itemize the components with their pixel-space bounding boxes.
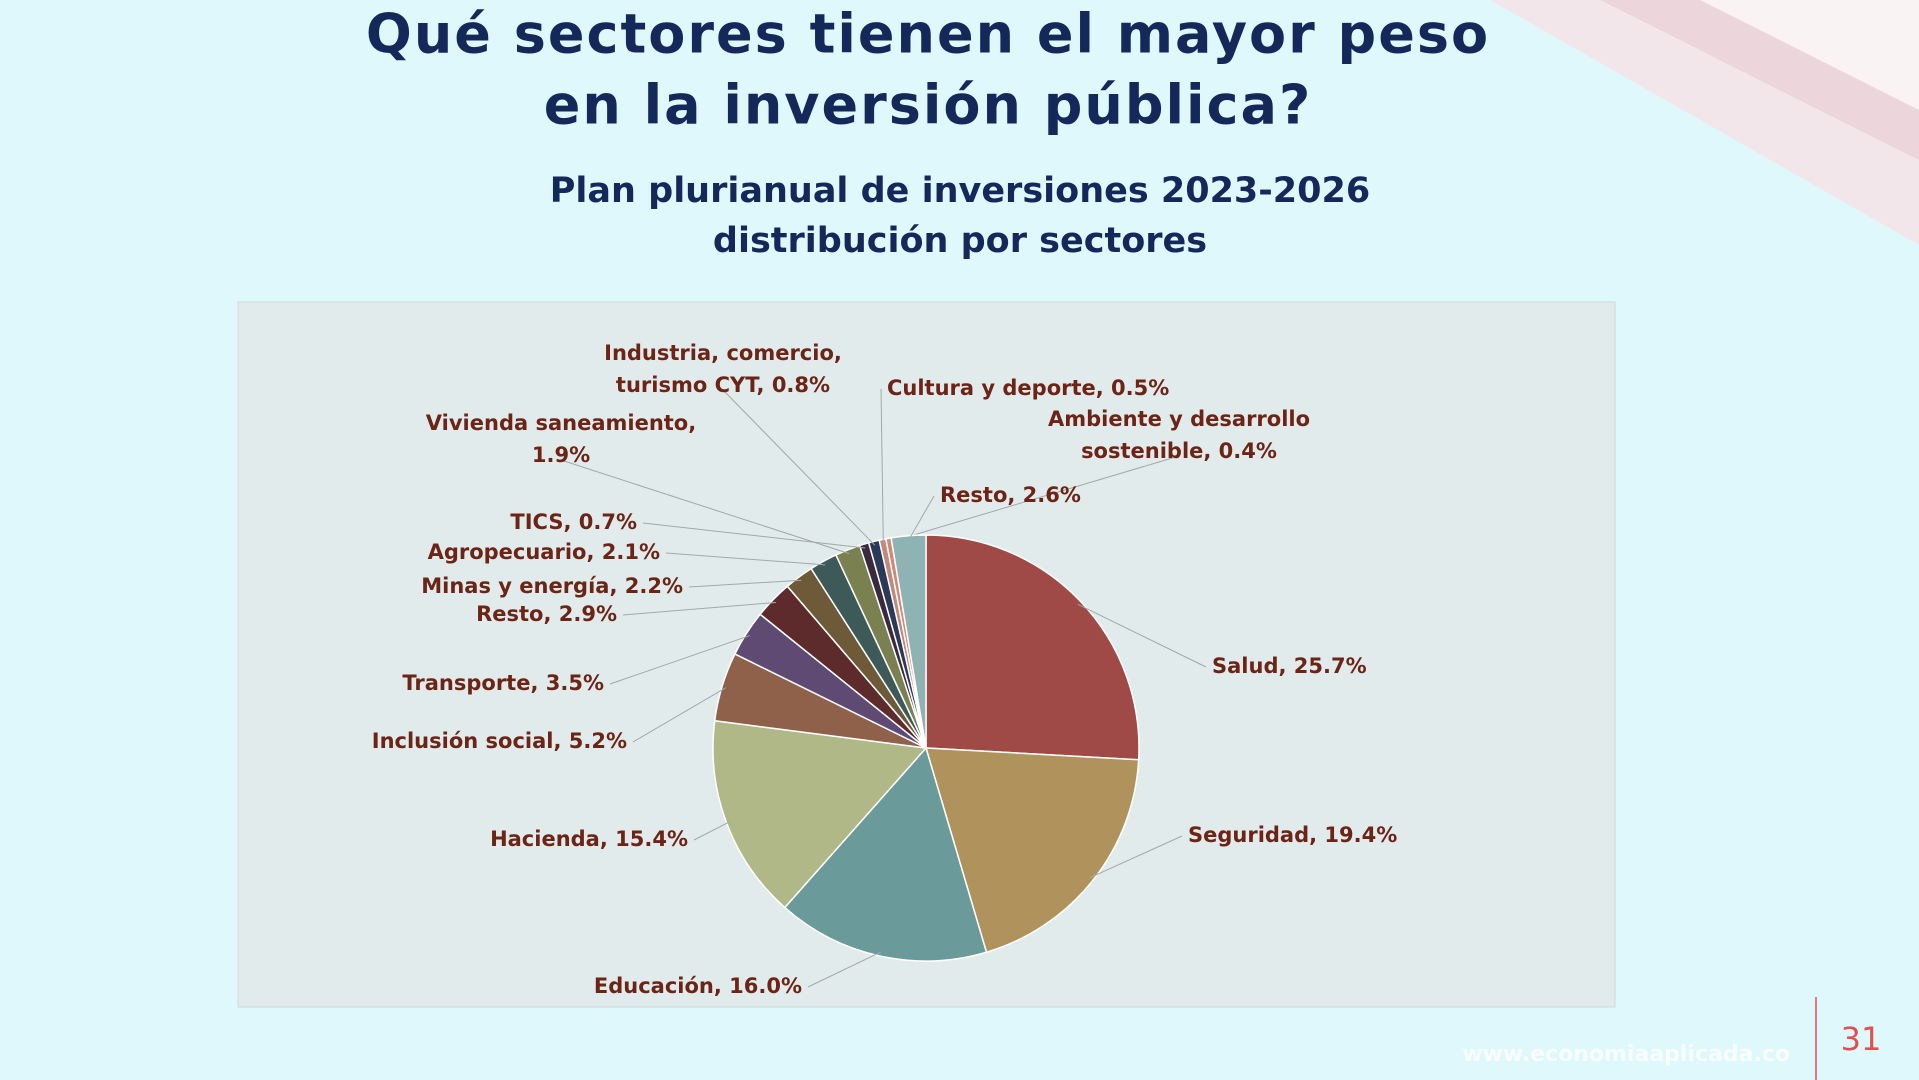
decoration (1700, 0, 1919, 110)
leader-line (807, 951, 881, 988)
data-label: Hacienda, 15.4% (490, 827, 688, 851)
data-label: TICS, 0.7% (510, 510, 637, 534)
data-label: Seguridad, 19.4% (1188, 823, 1397, 847)
leader-line (632, 687, 727, 743)
data-label: Resto, 2.6% (940, 483, 1081, 507)
slide-heading: Qué sectores tienen el mayor peso (366, 3, 1490, 66)
data-label: Inclusión social, 5.2% (372, 729, 627, 753)
leader-line (609, 635, 750, 685)
data-label: Ambiente y desarrollo sostenible, 0.4% (1048, 407, 1310, 463)
page-number: 31 (1841, 1020, 1882, 1058)
leader-line (908, 495, 935, 540)
data-label: Salud, 25.7% (1212, 654, 1367, 678)
data-label: Transporte, 3.5% (402, 671, 604, 695)
data-label: Educación, 16.0% (594, 974, 802, 998)
data-label: Industria, comercio, turismo CYT, 0.8% (604, 341, 842, 397)
leader-line (665, 552, 826, 566)
chart-subtitle: distribución por sectores (713, 221, 1207, 261)
leader-line (1089, 835, 1183, 879)
leader-line (880, 388, 884, 544)
leader-line (622, 601, 777, 616)
data-label: Vivienda saneamiento, 1.9% (426, 411, 696, 467)
data-label: Resto, 2.9% (476, 602, 617, 626)
chart-title: Plan plurianual de inversiones 2023-2026 (550, 171, 1370, 211)
leader-line (1077, 603, 1207, 668)
pie-slice (890, 534, 927, 749)
leader-line (693, 821, 731, 841)
data-label: Cultura y deporte, 0.5% (887, 376, 1169, 400)
pie-slice (925, 534, 1140, 761)
pie-slice (783, 746, 988, 962)
leader-line (642, 522, 866, 549)
data-label: Agropecuario, 2.1% (428, 540, 660, 564)
data-label: Minas y energía, 2.2% (421, 574, 683, 598)
slide-heading: en la inversión pública? (544, 74, 1313, 137)
leader-line (889, 455, 1180, 543)
leader-line (722, 389, 876, 546)
footer: www.economiaaplicada.co (1462, 1042, 1790, 1067)
leader-line (560, 459, 850, 555)
pie-slice (924, 747, 1140, 954)
leader-line (688, 579, 802, 588)
